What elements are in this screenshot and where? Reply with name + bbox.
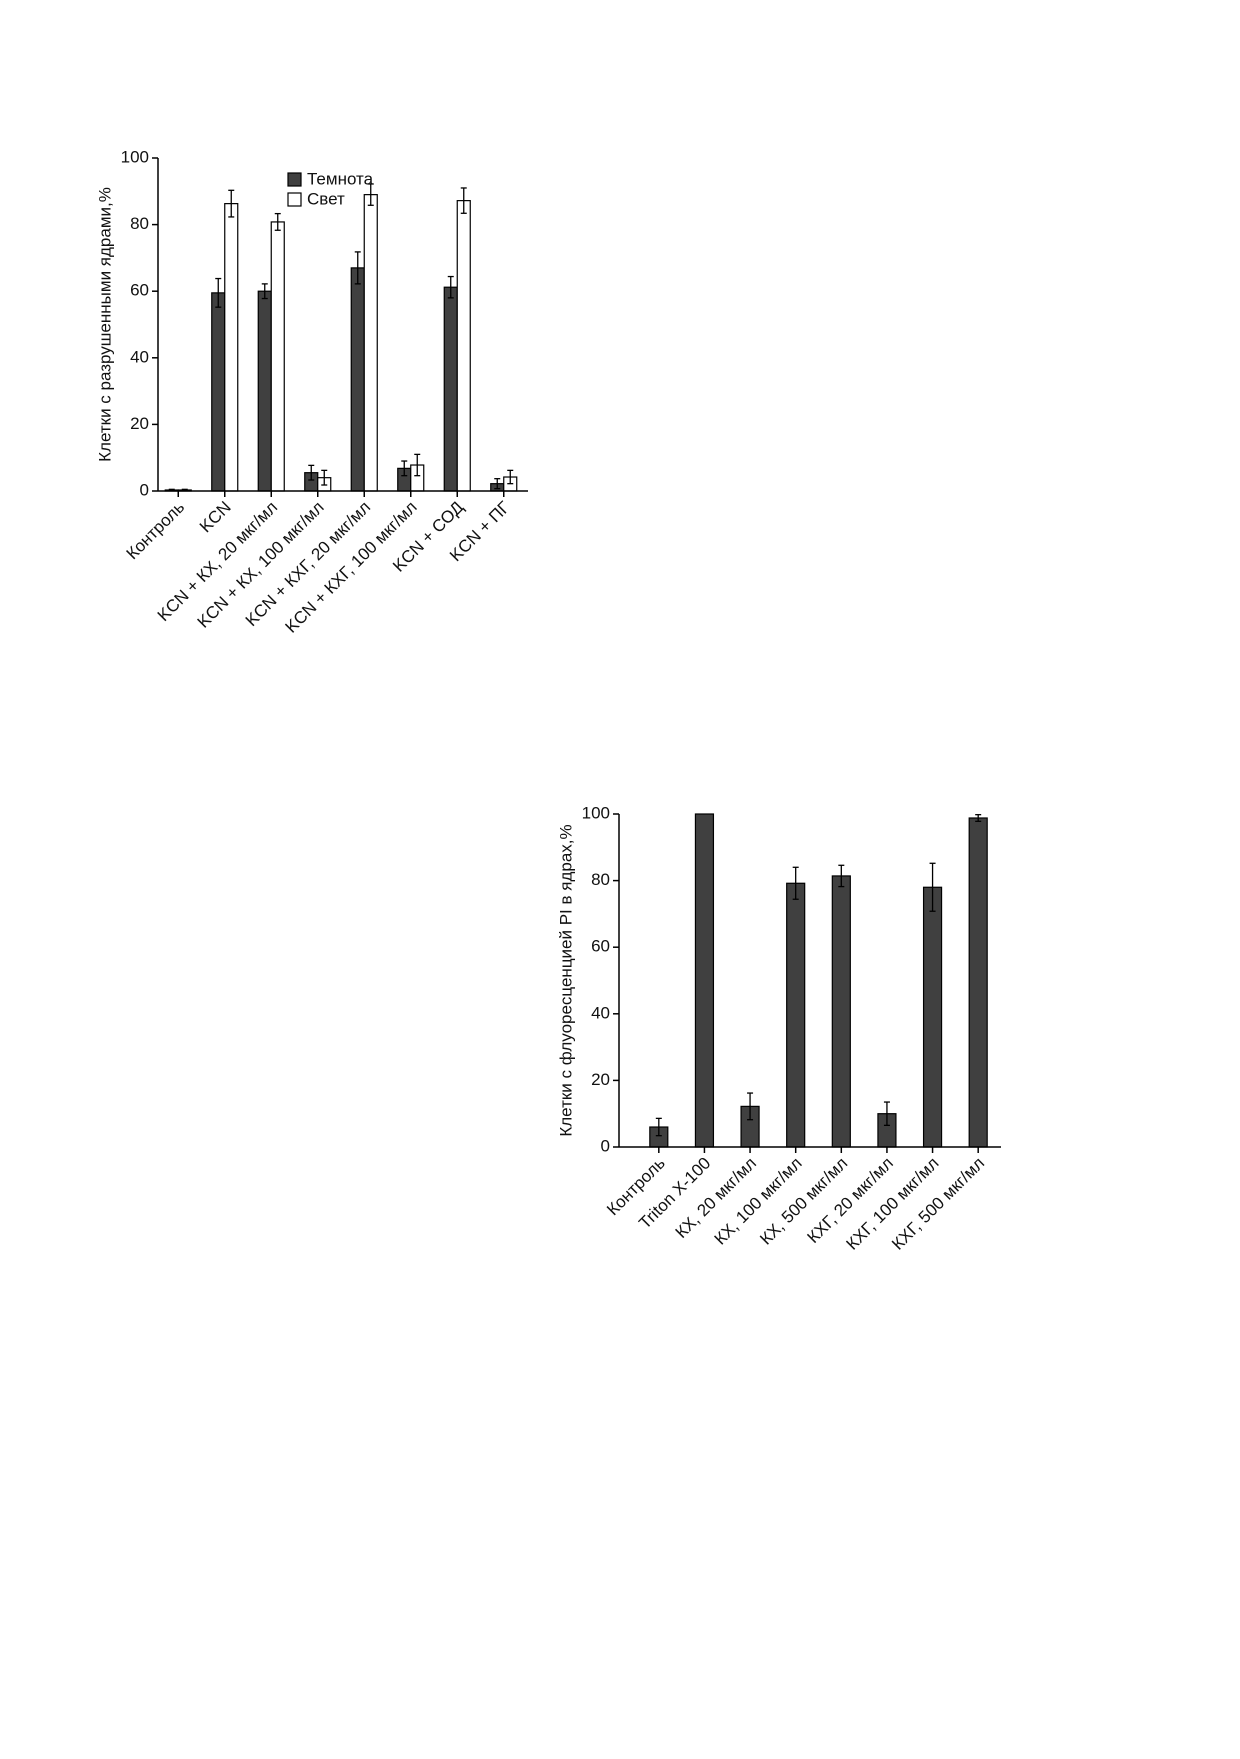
bar bbox=[831, 875, 851, 1148]
y-tick-label: 20 bbox=[591, 1070, 610, 1089]
y-tick-label: 20 bbox=[130, 414, 149, 433]
bar bbox=[270, 221, 285, 492]
legend-swatch bbox=[287, 172, 302, 187]
y-tick-label: 80 bbox=[591, 870, 610, 889]
bar bbox=[224, 203, 239, 492]
legend-label: Темнота bbox=[307, 169, 374, 188]
legend-swatch bbox=[287, 192, 302, 207]
y-tick-label: 100 bbox=[121, 147, 149, 166]
bar bbox=[257, 290, 272, 492]
bar bbox=[922, 886, 943, 1148]
y-tick-label: 0 bbox=[601, 1136, 610, 1155]
y-tick-label: 40 bbox=[130, 347, 149, 366]
y-tick-label: 60 bbox=[130, 281, 149, 300]
bar bbox=[350, 267, 365, 492]
bar bbox=[786, 882, 806, 1148]
y-tick-label: 100 bbox=[582, 803, 610, 822]
y-tick-label: 80 bbox=[130, 214, 149, 233]
bar bbox=[968, 817, 988, 1148]
y-tick-label: 0 bbox=[140, 480, 149, 499]
y-tick-label: 40 bbox=[591, 1003, 610, 1022]
x-tick-label: Контроль bbox=[123, 497, 189, 563]
x-tick-label: KCN bbox=[196, 498, 235, 537]
bar bbox=[211, 292, 226, 492]
y-axis-label: Клетки с разрушенными ядрами,% bbox=[95, 187, 114, 462]
y-axis-label: Клетки с флуоресценцией PI в ядрах,% bbox=[556, 824, 575, 1136]
legend-label: Свет bbox=[307, 189, 345, 208]
y-tick-label: 60 bbox=[591, 937, 610, 956]
bar bbox=[456, 200, 471, 492]
bar bbox=[694, 813, 715, 1148]
bar bbox=[363, 194, 378, 492]
bar bbox=[443, 286, 458, 492]
